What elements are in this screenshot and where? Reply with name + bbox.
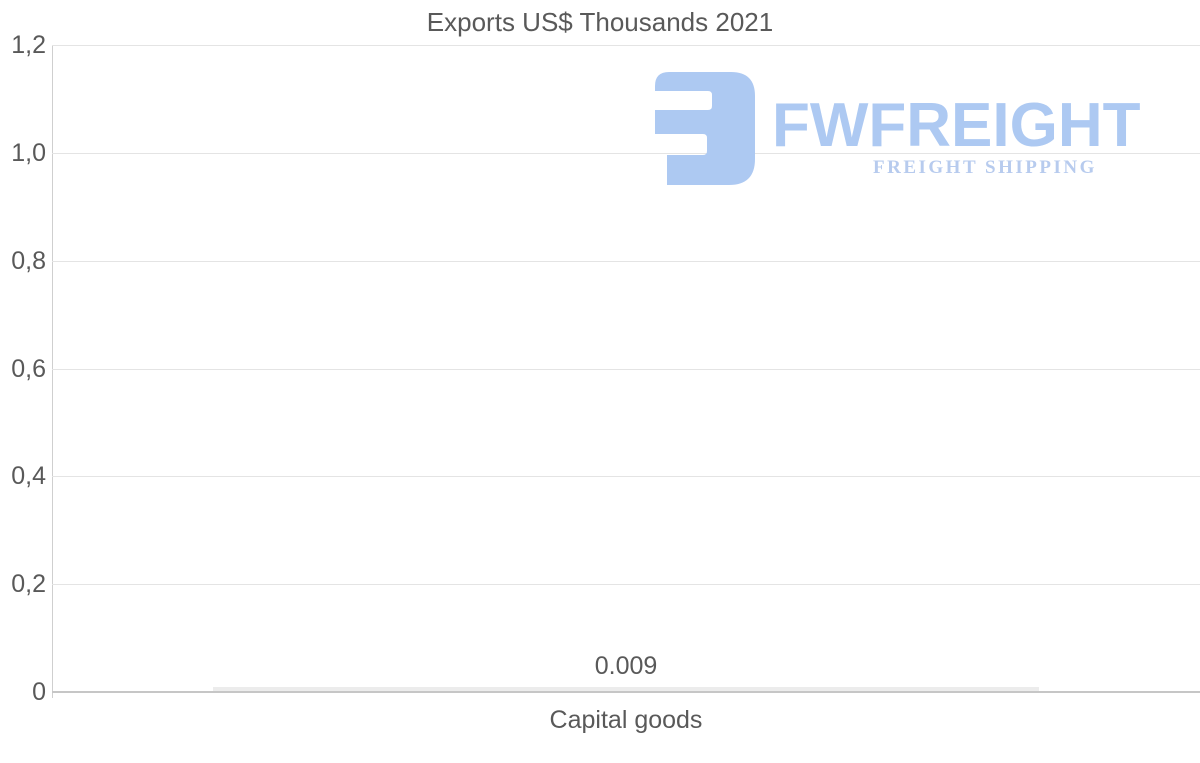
x-category-label: Capital goods xyxy=(549,706,703,734)
watermark-tagline-text: FREIGHT SHIPPING xyxy=(873,157,1097,178)
x-axis-line xyxy=(52,691,1200,693)
y-tick-label: 1,0 xyxy=(11,138,46,167)
plot-area: 0.009 xyxy=(52,45,1200,692)
gridline-y-1,0 xyxy=(52,152,1200,154)
gridline-y-0,2 xyxy=(52,584,1200,586)
gridline-y-0,6 xyxy=(52,368,1200,370)
watermark-brand-text: FWFREIGHT xyxy=(772,91,1141,160)
gridline-y-0,4 xyxy=(52,476,1200,478)
y-tick-label: 0,8 xyxy=(11,246,46,275)
chart-title: Exports US$ Thousands 2021 xyxy=(426,7,774,37)
y-axis-line xyxy=(52,45,53,698)
bar-value-label: 0.009 xyxy=(594,652,658,680)
bar-capital-goods xyxy=(213,687,1039,692)
y-tick-label: 0,2 xyxy=(11,570,46,599)
gridline-y-0,8 xyxy=(52,260,1200,262)
y-tick-label: 1,2 xyxy=(11,31,46,59)
y-tick-label: 0 xyxy=(32,678,46,706)
gridline-y-1,2 xyxy=(52,45,1200,46)
y-tick-label: 0,6 xyxy=(11,354,46,383)
fwfreight-logo-icon xyxy=(655,72,755,185)
y-tick-label: 0,4 xyxy=(11,462,46,491)
